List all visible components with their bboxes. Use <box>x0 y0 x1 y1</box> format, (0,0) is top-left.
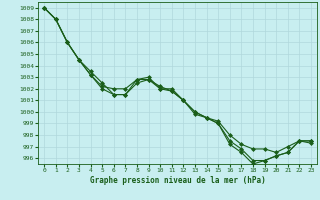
X-axis label: Graphe pression niveau de la mer (hPa): Graphe pression niveau de la mer (hPa) <box>90 176 266 185</box>
